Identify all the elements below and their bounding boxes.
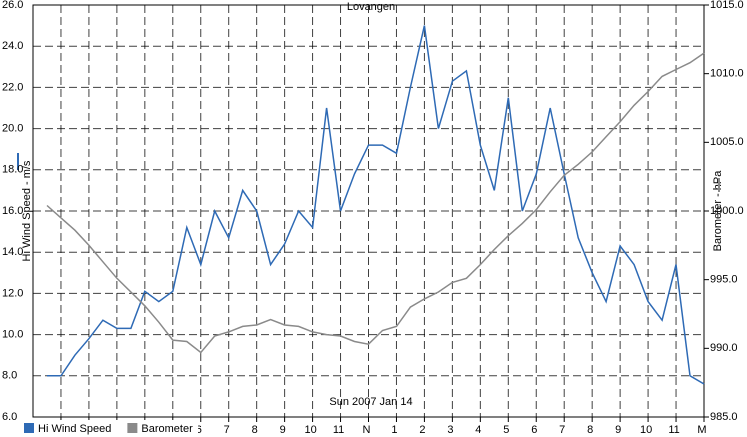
legend-swatch (24, 423, 34, 433)
x-tick-label: 8 (587, 424, 593, 436)
y-tick-label: 22.0 (2, 81, 23, 93)
y-axis-title: Hi Wind Speed - m/s (21, 160, 33, 261)
series-line (46, 52, 705, 354)
y-tick-label: 8.0 (2, 370, 17, 382)
y-tick-label: 16.0 (2, 205, 23, 217)
y2-axis-title: Barometer - hPa (712, 170, 724, 252)
chart-title: Lovangen (347, 1, 395, 13)
series-line (47, 25, 705, 385)
x-tick-label: 10 (304, 424, 316, 436)
y2-tick-label: 1010.0 (710, 68, 744, 80)
annotation: Sun 2007 Jan 14 (329, 396, 412, 408)
x-tick-label: M (697, 424, 706, 436)
y-tick-label: 24.0 (2, 40, 23, 52)
x-tick-label: 10 (640, 424, 652, 436)
y-tick-label: 12.0 (2, 287, 23, 299)
x-tick-label: 7 (559, 424, 565, 436)
x-tick-label: 5 (503, 424, 509, 436)
legend-label: Barometer (141, 423, 193, 435)
x-tick-label: 4 (475, 424, 481, 436)
y2-tick-label: 985.0 (710, 411, 738, 423)
legend-label: Hi Wind Speed (38, 423, 111, 435)
y-tick-label: 14.0 (2, 246, 23, 258)
x-tick-label: 7 (224, 424, 230, 436)
y2-tick-label: 990.0 (710, 342, 738, 354)
y2-tick-label: 1000.0 (710, 205, 744, 217)
x-tick-label: 6 (196, 424, 202, 436)
legend-swatch (127, 423, 138, 433)
x-tick-label: N (363, 424, 371, 436)
x-tick-label: 3 (447, 424, 453, 436)
plot-frame (32, 4, 705, 418)
x-tick-label: 9 (280, 424, 286, 436)
x-tick-label: 8 (252, 424, 258, 436)
y-tick-label: 20.0 (2, 123, 23, 135)
x-tick-label: 6 (531, 424, 537, 436)
y2-tick-label: 1015.0 (710, 0, 744, 11)
x-tick-label: 11 (668, 424, 679, 436)
y-tick-label: 18.0 (2, 164, 23, 176)
x-tick-label: 1 (391, 424, 397, 436)
x-tick-label: 9 (615, 424, 621, 436)
y2-tick-label: 1005.0 (710, 136, 744, 148)
y-tick-label: 10.0 (2, 329, 23, 341)
x-tick-label: 2 (419, 424, 425, 436)
y2-tick-label: 995.0 (710, 274, 738, 286)
y-tick-label: 6.0 (2, 411, 17, 423)
x-tick-label: 11 (333, 424, 344, 436)
legend-background (20, 420, 198, 437)
y-tick-label: 26.0 (2, 0, 23, 11)
